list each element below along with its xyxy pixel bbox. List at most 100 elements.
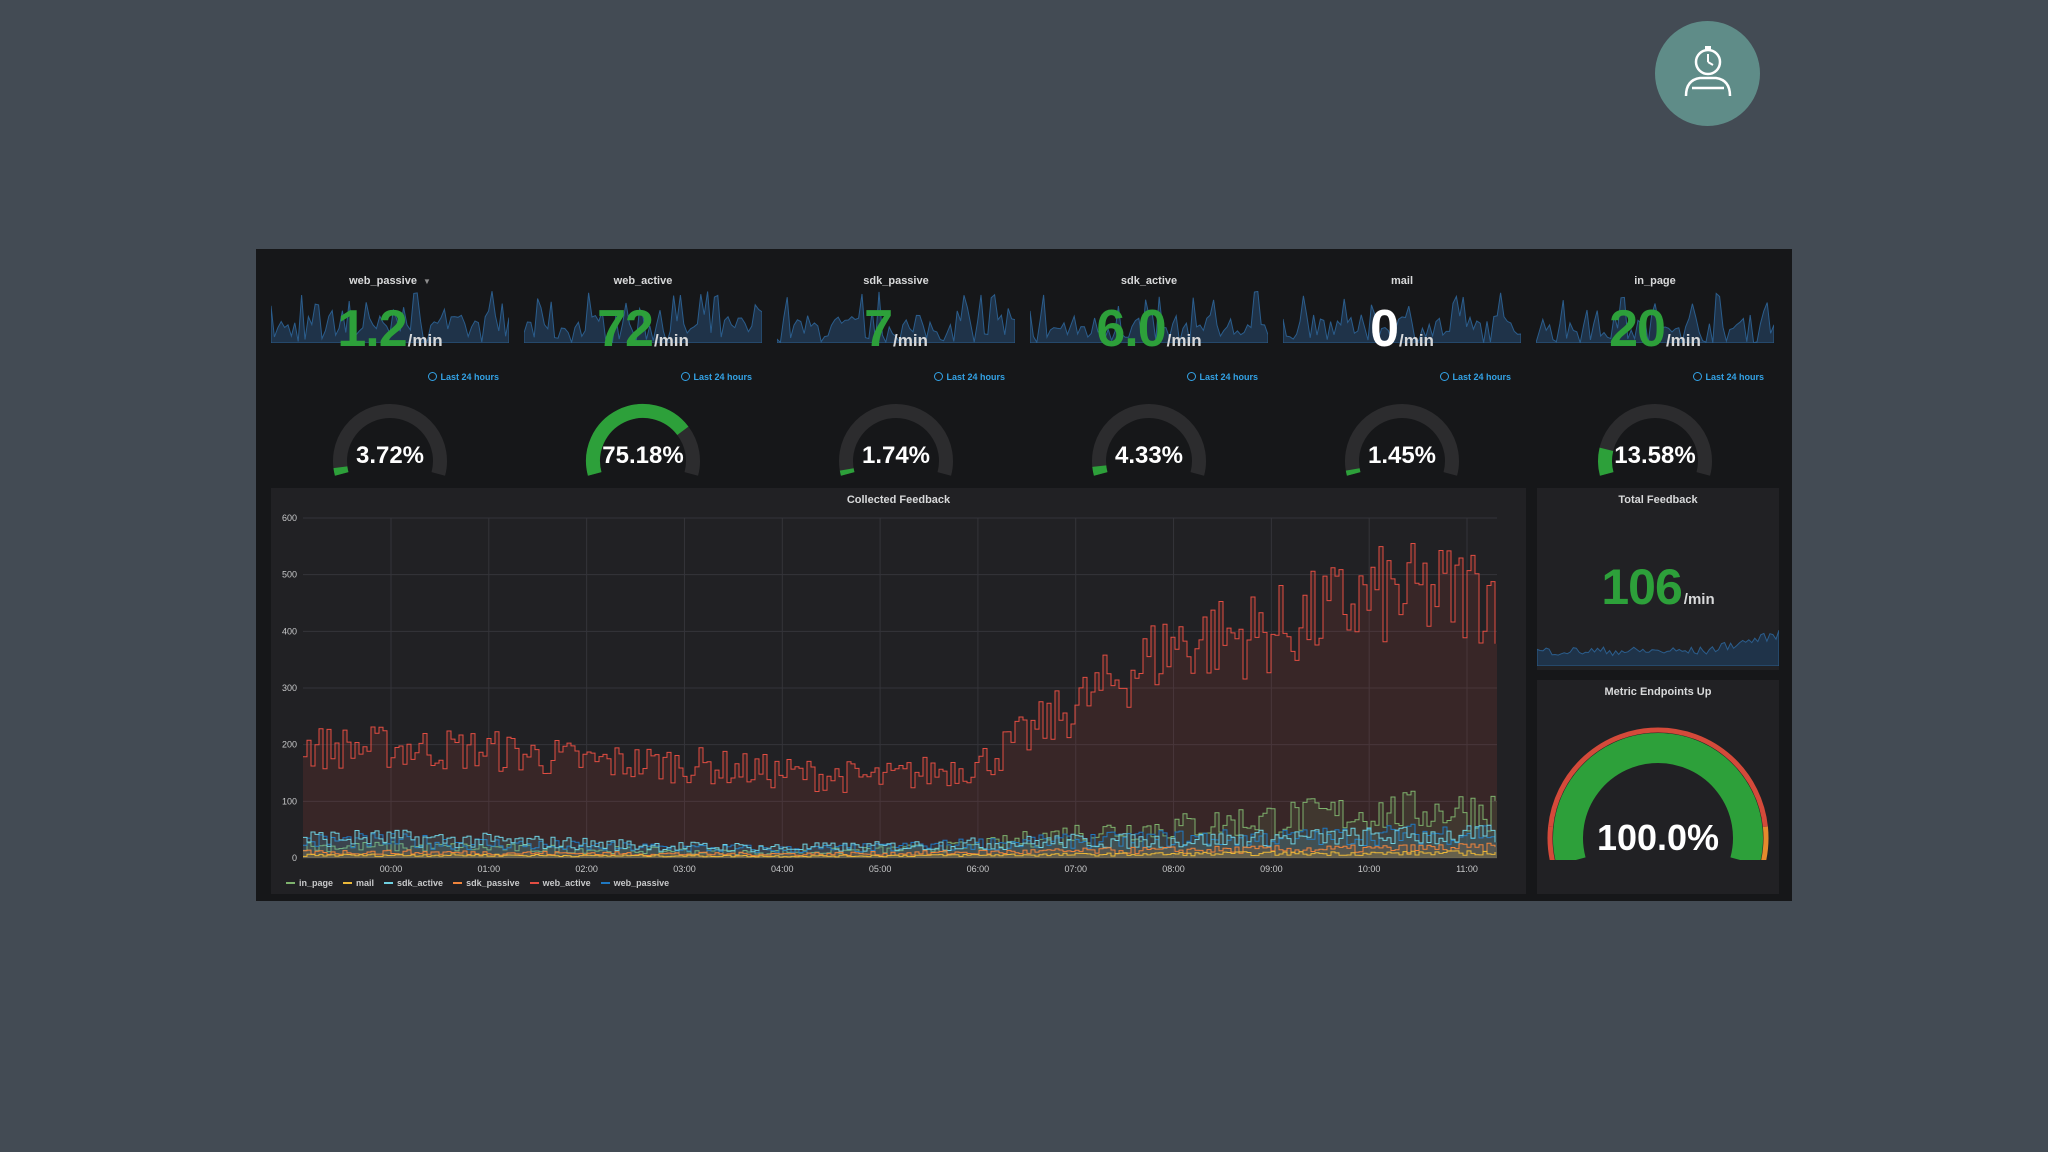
sparkline: [777, 291, 1015, 343]
stat-value: 0/min: [1370, 300, 1434, 358]
feedback-graph: 0 100 200 300 400 500 600 00:00 01:00 02:00 03:00 0…: [282, 513, 1497, 874]
legend-item-web-passive[interactable]: web_passive: [600, 878, 669, 888]
stat-panel-in-page[interactable]: in_page 20/min Last 24 hours 13.58%: [1536, 261, 1774, 591]
time-range-link[interactable]: Last 24 hours: [428, 372, 499, 382]
gauge-track: [839, 404, 953, 476]
stat-panel-sdk-active[interactable]: sdk_active 6.0/min Last 24 hours 4.33%: [1030, 261, 1268, 591]
legend-item-sdk-active[interactable]: sdk_active: [384, 878, 443, 888]
x-tick-label: 04:00: [771, 864, 794, 874]
gauge-fill: [839, 468, 855, 476]
total-value: 106/min: [1601, 559, 1715, 615]
series-line-sdk_active: [303, 824, 1496, 853]
percent-gauge: [1345, 404, 1459, 476]
legend-item-sdk-passive[interactable]: sdk_passive: [453, 878, 520, 888]
series-line-web_active: [303, 543, 1496, 793]
metric-endpoints-panel[interactable]: Metric Endpoints Up 100.0%: [1537, 680, 1779, 894]
x-tick-label: 03:00: [673, 864, 696, 874]
gauge-fill: [333, 466, 349, 476]
collected-feedback-panel[interactable]: Collected Feedback 0 100 200 300 400 500 600 00…: [271, 488, 1526, 894]
dashboard: web_passive ▼ 1.2/min Last 24 hours 3.72%…: [256, 249, 1792, 901]
percent-gauge: [1598, 404, 1712, 476]
sparkline-area: [1536, 292, 1774, 343]
stat-panel-mail[interactable]: mail 0/min Last 24 hours 1.45%: [1283, 261, 1521, 591]
sparkline-area: [777, 291, 1015, 343]
endpoints-gauge: [1547, 727, 1769, 860]
gauge-value: 75.18%: [602, 442, 684, 469]
clock-icon: [428, 372, 438, 381]
series-area-web_active: [303, 543, 1497, 858]
stat-panel-sdk-passive[interactable]: sdk_passive 7/min Last 24 hours 1.74%: [777, 261, 1015, 591]
gauge-track: [1092, 404, 1206, 476]
sparkline: [271, 291, 509, 343]
stat-panel-web-active[interactable]: web_active 72/min Last 24 hours 75.18%: [524, 261, 762, 591]
gauge-fill: [1345, 468, 1361, 476]
series-line-sdk_passive: [303, 842, 1496, 857]
x-tick-label: 00:00: [380, 864, 403, 874]
x-tick-label: 01:00: [478, 864, 501, 874]
time-range-link[interactable]: Last 24 hours: [1693, 372, 1764, 382]
time-range-link[interactable]: Last 24 hours: [1187, 372, 1258, 382]
stat-value: 72/min: [597, 300, 689, 358]
x-tick-label: 11:00: [1456, 864, 1478, 874]
stat-value: 20/min: [1609, 300, 1701, 358]
panel-title[interactable]: sdk_passive: [863, 275, 929, 287]
sparkline-area: [1030, 291, 1268, 343]
sparkline-area: [271, 291, 509, 343]
y-tick-label: 500: [282, 570, 297, 580]
panel-title[interactable]: in_page: [1634, 275, 1676, 287]
panel-title[interactable]: mail: [1390, 275, 1413, 287]
gauge-track: [1598, 404, 1712, 476]
y-tick-label: 400: [282, 626, 297, 636]
series-line-mail: [303, 850, 1496, 858]
clock-icon: [1440, 372, 1450, 381]
sparkline: [1283, 292, 1521, 343]
panel-title[interactable]: sdk_active: [1120, 275, 1178, 287]
y-tick-label: 0: [292, 853, 297, 863]
gauge-value: 1.45%: [1367, 442, 1437, 469]
time-range-link[interactable]: Last 24 hours: [934, 372, 1005, 382]
legend-item-mail[interactable]: mail: [343, 878, 374, 888]
sparkline: [524, 291, 762, 343]
panel-title: Metric Endpoints Up: [1604, 686, 1712, 698]
legend-item-in-page[interactable]: in_page: [286, 878, 333, 888]
y-tick-label: 300: [282, 683, 297, 693]
legend-swatch: [600, 882, 610, 884]
y-tick-label: 100: [282, 796, 297, 806]
time-range-link[interactable]: Last 24 hours: [681, 372, 752, 382]
gauge-value: 3.72%: [355, 442, 425, 469]
clock-icon: [1187, 372, 1197, 381]
stat-value: 6.0/min: [1096, 300, 1202, 358]
logo-badge: [1655, 21, 1760, 126]
x-tick-label: 06:00: [967, 864, 990, 874]
x-tick-label: 05:00: [869, 864, 892, 874]
panel-title[interactable]: web_passive ▼: [349, 275, 431, 287]
legend-swatch: [453, 882, 463, 884]
threshold-red: [1548, 727, 1768, 827]
gauge-track: [333, 404, 447, 476]
endpoints-value: 100.0%: [1596, 817, 1720, 858]
sparkline-area: [1537, 630, 1779, 666]
percent-gauge: [839, 404, 953, 476]
legend-swatch: [384, 882, 394, 884]
stat-panel-web-passive[interactable]: web_passive ▼ 1.2/min Last 24 hours 3.72%: [271, 261, 509, 591]
gauge-value: 13.58%: [1614, 442, 1696, 469]
x-tick-label: 09:00: [1260, 864, 1283, 874]
gauge-value: 1.74%: [861, 442, 931, 469]
legend-item-web-active[interactable]: web_active: [529, 878, 591, 888]
gauge-fill: [586, 403, 689, 476]
percent-gauge: [333, 404, 447, 476]
graph-legend: in_page mail sdk_active sdk_passive web_acti…: [286, 878, 669, 888]
gauge-value: 4.33%: [1114, 442, 1184, 469]
panel-title[interactable]: web_active: [613, 275, 673, 287]
total-feedback-panel[interactable]: Total Feedback 106/min: [1537, 488, 1779, 670]
stopwatch-user-icon: [1684, 45, 1731, 96]
gauge-fill: [1598, 447, 1614, 476]
time-range-link[interactable]: Last 24 hours: [1440, 372, 1511, 382]
clock-icon: [681, 372, 691, 381]
dropdown-caret-icon[interactable]: ▼: [422, 277, 431, 286]
percent-gauge: [1092, 404, 1206, 476]
x-tick-label: 07:00: [1064, 864, 1087, 874]
threshold-orange: [1761, 826, 1769, 860]
sparkline: [1030, 291, 1268, 343]
series-area-in_page: [303, 791, 1497, 858]
